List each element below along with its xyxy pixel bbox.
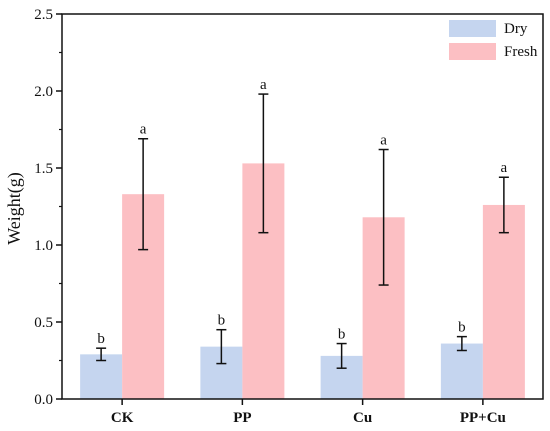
- significance-letter: a: [260, 77, 267, 93]
- significance-letters-layer: b a b a b a b a: [97, 77, 507, 347]
- bars-layer: [80, 163, 525, 399]
- legend-label: Fresh: [504, 44, 538, 60]
- y-axis-title: Weight(g): [4, 172, 25, 245]
- y-tick-label: 2.0: [34, 84, 53, 100]
- x-tick-label: Cu: [353, 410, 372, 426]
- significance-letter: b: [338, 327, 346, 343]
- x-tick-label: PP: [233, 410, 251, 426]
- y-tick-label: 0.5: [34, 315, 53, 331]
- x-axis-ticks: CK PP Cu PP+Cu: [111, 399, 506, 426]
- significance-letter: a: [501, 160, 508, 176]
- bar-fresh: [482, 204, 525, 399]
- significance-letter: b: [458, 320, 466, 336]
- bar-dry: [80, 354, 123, 399]
- significance-letter: a: [380, 133, 387, 149]
- y-axis-ticks: 0.0 0.5 1.0 1.5 2.0 2.5: [34, 7, 62, 408]
- bar-dry: [440, 343, 483, 399]
- legend: Dry Fresh: [449, 20, 538, 60]
- legend-swatch-fresh: [449, 43, 496, 60]
- legend-label: Dry: [504, 21, 528, 37]
- significance-letter: b: [97, 331, 105, 347]
- x-tick-label: PP+Cu: [460, 410, 506, 426]
- y-tick-label: 0.0: [34, 392, 53, 408]
- y-tick-label: 2.5: [34, 7, 53, 23]
- significance-letter: a: [140, 122, 147, 138]
- x-tick-label: CK: [111, 410, 134, 426]
- legend-swatch-dry: [449, 20, 496, 37]
- significance-letter: b: [218, 313, 226, 329]
- y-tick-label: 1.0: [34, 238, 53, 254]
- error-bars-layer: [96, 93, 509, 369]
- y-tick-label: 1.5: [34, 161, 53, 177]
